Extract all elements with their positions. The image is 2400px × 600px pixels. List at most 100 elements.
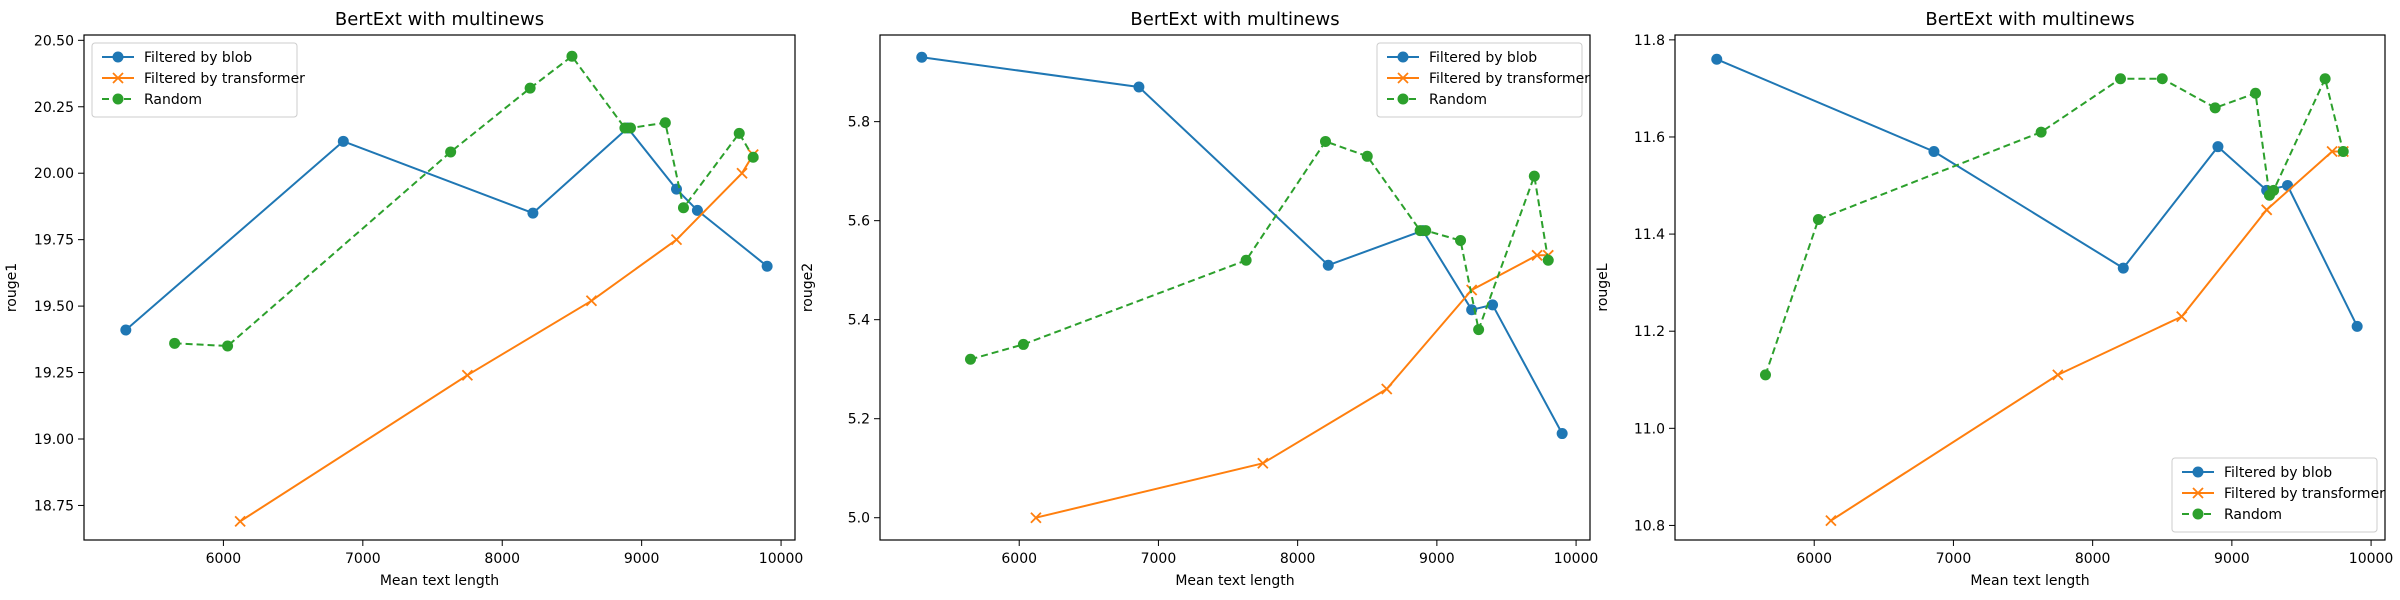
chart-2-series-2-point-3-stroke-b (1381, 383, 1393, 395)
chart-1-legend-marker-3 (112, 93, 124, 105)
chart-1-ytick-label-3: 19.50 (34, 299, 74, 315)
chart-2-series-2-point-4-stroke-b (1466, 284, 1478, 296)
chart-3-series-2-point-4 (2261, 204, 2273, 216)
chart-1-series-2-point-4-stroke-b (670, 234, 683, 246)
chart-3-series-3-point-6 (2209, 102, 2221, 114)
chart-2-legend-label-3: Random (1429, 92, 1487, 108)
chart-2-series-1-point-1 (916, 51, 928, 63)
chart-1-series-2-point-2-stroke-b (461, 369, 474, 381)
chart-3-ytick-label-0: 10.8 (1634, 518, 1665, 534)
chart-2-xtick-label-3: 9000 (1419, 551, 1455, 567)
chart-3-series-2-point-5-stroke-b (2326, 145, 2338, 158)
chart-3-series-1-point-4 (2212, 141, 2224, 153)
chart-3-xtick-label-0: 6000 (1796, 551, 1832, 567)
chart-3-xtick-label-3: 9000 (2214, 551, 2250, 567)
chart-2-series-3-point-11 (1542, 254, 1554, 266)
chart-2-xtick-label-4: 10000 (1554, 551, 1599, 567)
chart-2-ytick-label-0: 5.0 (848, 511, 870, 527)
chart-1-xtick-label-1: 7000 (345, 551, 381, 567)
chart-1-series-3-point-1 (169, 337, 181, 349)
chart-3: BertExt with multinews 6000 7000 8000 9000 10… (1595, 9, 2393, 589)
chart-2-series-1-point-7 (1556, 428, 1568, 440)
chart-1-series-3-point-2 (222, 340, 234, 352)
chart-3-xtick-label-2: 8000 (2075, 551, 2111, 567)
chart-1-series-3-point-3 (445, 146, 457, 158)
chart-3-series-2-point-1 (1825, 514, 1837, 527)
chart-1-series-1-point-1 (120, 324, 132, 336)
chart-2-series-2-point-5 (1531, 249, 1543, 261)
chart-1-title: BertExt with multinews (335, 9, 544, 30)
chart-2-xlabel: Mean text length (1175, 573, 1294, 589)
chart-3-plot-area (1711, 53, 2363, 527)
chart-1-series-2-point-3 (585, 295, 598, 307)
chart-3-title: BertExt with multinews (1925, 9, 2134, 30)
chart-2-series-2-point-5-stroke-b (1531, 249, 1543, 261)
chart-2-ytick-label-1: 5.2 (848, 412, 870, 428)
chart-2-series-2-point-3 (1381, 383, 1393, 395)
chart-3-legend-marker-2 (2192, 487, 2204, 499)
chart-3-xtick-label-4: 10000 (2349, 551, 2394, 567)
chart-3-series-3 (1759, 73, 2349, 381)
chart-3-series-2-point-1-stroke-b (1825, 514, 1837, 527)
chart-2-legend-label-1: Filtered by blob (1429, 50, 1537, 66)
chart-1-legend-label-2: Filtered by transformer (144, 71, 305, 87)
chart-2-series-2-point-4 (1466, 284, 1478, 296)
chart-3-series-3-point-9 (2268, 184, 2280, 196)
chart-1-ytick-label-5: 20.00 (34, 166, 74, 182)
chart-2-legend-marker-3 (1397, 93, 1409, 105)
chart-2-series-1-point-3 (1322, 259, 1334, 271)
chart-2-series-1-point-6 (1487, 299, 1499, 311)
chart-1-ytick-label-0: 18.75 (34, 498, 74, 514)
chart-2-series-3-point-5 (1361, 150, 1373, 162)
chart-2-series-3-point-9 (1473, 324, 1485, 336)
chart-2-series-3-point-2 (1017, 338, 1029, 350)
chart-1-legend-label-1: Filtered by blob (144, 50, 252, 66)
chart-3-series-1-point-6 (2282, 180, 2294, 192)
chart-3-series-3-point-4 (2114, 73, 2126, 85)
chart-2-legend-marker-1 (1397, 51, 1409, 63)
chart-2-xtick-label-2: 8000 (1280, 551, 1316, 567)
chart-1-legend-marker-2-stroke-b (112, 72, 124, 84)
chart-2-series-3-point-8 (1455, 234, 1467, 246)
chart-2-ylabel: rouge2 (800, 263, 816, 312)
chart-2-series-3-point-4 (1319, 135, 1331, 147)
chart-1-ytick-label-4: 19.75 (34, 233, 74, 249)
chart-3-series-2-point-3 (2176, 310, 2188, 323)
chart-2-ytick-label-3: 5.6 (848, 214, 870, 230)
chart-1-series-2-point-1 (234, 515, 246, 528)
chart-1-xlabel: Mean text length (380, 573, 499, 589)
chart-1-xtick-label-0: 6000 (206, 551, 242, 567)
chart-2-plot-area (916, 51, 1568, 524)
chart-2-series-2-point-1-stroke-b (1030, 512, 1042, 524)
chart-3-xlabel: Mean text length (1970, 573, 2089, 589)
chart-1-series-3-point-5 (566, 50, 578, 62)
chart-2-series-3 (964, 135, 1554, 365)
chart-3-legend: Filtered by blob Filtered by transformer R… (2171, 457, 2385, 533)
chart-3-series-3-point-5 (2156, 73, 2168, 85)
chart-1-xtick-label-2: 8000 (484, 551, 520, 567)
chart-3-series-3-line (1764, 77, 2345, 376)
chart-2-series-2-point-2-stroke-b (1257, 457, 1269, 469)
chart-2-series-3-line (970, 140, 1550, 361)
chart-3-ytick-label-4: 11.6 (1634, 130, 1665, 146)
chart-1-plot-area (120, 50, 773, 528)
chart-3-series-3-point-7 (2250, 87, 2262, 99)
chart-1-legend-marker-1 (112, 51, 124, 63)
chart-3-series-1-point-7 (2351, 320, 2363, 332)
chart-3-series-3-point-2 (1812, 214, 1824, 226)
chart-1-ylabel: rouge1 (4, 263, 20, 312)
chart-3-axes-frame (1674, 34, 2386, 541)
chart-2-series-3-point-7 (1420, 225, 1432, 237)
chart-3-legend-box (2171, 457, 2378, 533)
chart-3-series-2-point-5 (2326, 145, 2338, 158)
chart-3-series-2-point-2 (2052, 369, 2064, 381)
chart-1-series-1-point-6 (691, 204, 703, 216)
chart-1-ytick-label-7: 20.50 (34, 33, 74, 49)
chart-1-legend-marker-2 (112, 72, 124, 84)
chart-3-series-2-point-3-stroke-b (2176, 310, 2188, 323)
chart-1-series-2-point-5-stroke-b (736, 167, 748, 179)
chart-3-series-3-point-1 (1759, 369, 1771, 381)
chart-2: BertExt with multinews 6000 7000 8000 9000 10… (800, 9, 1598, 589)
